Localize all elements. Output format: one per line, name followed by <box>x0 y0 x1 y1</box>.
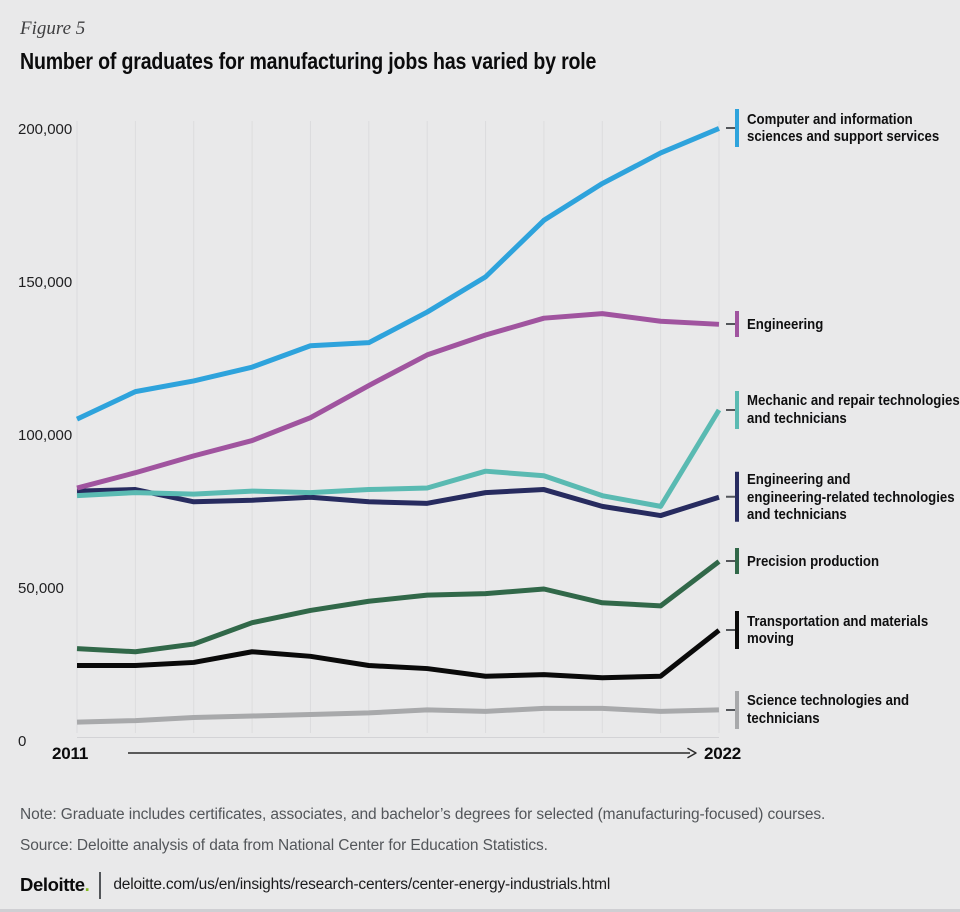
legend-item: Transportation and materials moving <box>726 611 952 650</box>
legend-label: Engineering <box>746 315 823 333</box>
deloitte-wordmark: Deloitte <box>20 874 85 895</box>
legend-label: Transportation and materials moving <box>746 612 928 648</box>
legend-label: Engineering and engineering-related techn… <box>746 470 955 523</box>
legend-label: Mechanic and repair technologies and tech… <box>746 392 960 427</box>
legend-color-tick <box>735 311 739 338</box>
legend-color-tick <box>735 390 739 429</box>
deloitte-green-dot: . <box>84 874 90 895</box>
legend-color-tick <box>735 611 739 650</box>
legend-item: Engineering <box>726 311 833 338</box>
legend-item: Science technologies and technicians <box>726 690 931 729</box>
legend-item: Engineering and engineering-related techn… <box>726 471 960 524</box>
legend-color-tick <box>735 109 739 148</box>
footer: Deloitte. deloitte.com/us/en/insights/re… <box>20 871 610 899</box>
legend-dash <box>726 408 735 411</box>
series-line-engineering <box>76 311 720 491</box>
chart-title: Number of graduates for manufacturing jo… <box>20 48 597 74</box>
legend-color-tick <box>735 690 739 729</box>
y-tick-label: 100,000 <box>18 427 73 444</box>
y-tick-label: 200,000 <box>18 121 73 138</box>
series-line-science-technologies-and-technicians <box>76 705 720 725</box>
legend-label: Precision production <box>746 552 879 570</box>
legend-item: Precision production <box>726 548 897 575</box>
deloitte-logo: Deloitte. <box>20 874 90 896</box>
y-tick-label: 50,000 <box>18 580 64 597</box>
bottom-edge <box>0 909 960 912</box>
legend-dash <box>726 496 735 499</box>
figure-label: Figure 5 <box>20 18 86 39</box>
legend-color-tick <box>735 472 739 523</box>
series-line-precision-production <box>76 559 721 655</box>
legend-dash <box>726 323 735 326</box>
legend-label: Science technologies and technicians <box>746 692 909 727</box>
source-text: Source: Deloitte analysis of data from N… <box>20 837 548 854</box>
note-text: Note: Graduate includes certificates, as… <box>20 806 826 823</box>
legend-item: Mechanic and repair technologies and tech… <box>726 390 960 429</box>
y-tick-label: 150,000 <box>18 274 73 291</box>
footer-divider <box>99 871 102 899</box>
series-line-computer-and-information-sciences-and-support-services <box>75 126 720 422</box>
legend-dash <box>726 708 735 711</box>
legend-dash <box>726 127 735 130</box>
series-line-mechanic-and-repair-technologies-and-technicians <box>76 408 722 509</box>
series-line-engineering-and-engineering-related-technologies-and-technicians <box>76 487 720 519</box>
x-axis-end-label: 2022 <box>704 744 742 763</box>
series-line-transportation-and-materials-moving <box>77 628 721 681</box>
y-tick-label: 0 <box>18 733 27 750</box>
legend-item: Computer and information sciences and sup… <box>726 109 960 148</box>
legend-label: Computer and information sciences and sup… <box>746 110 939 146</box>
legend-dash <box>726 560 735 563</box>
legend-dash <box>726 629 735 632</box>
footer-url: deloitte.com/us/en/insights/research-cen… <box>113 876 611 893</box>
legend-color-tick <box>735 548 739 575</box>
x-axis-start-label: 2011 <box>52 744 89 763</box>
x-axis-arrow-head <box>687 747 697 759</box>
